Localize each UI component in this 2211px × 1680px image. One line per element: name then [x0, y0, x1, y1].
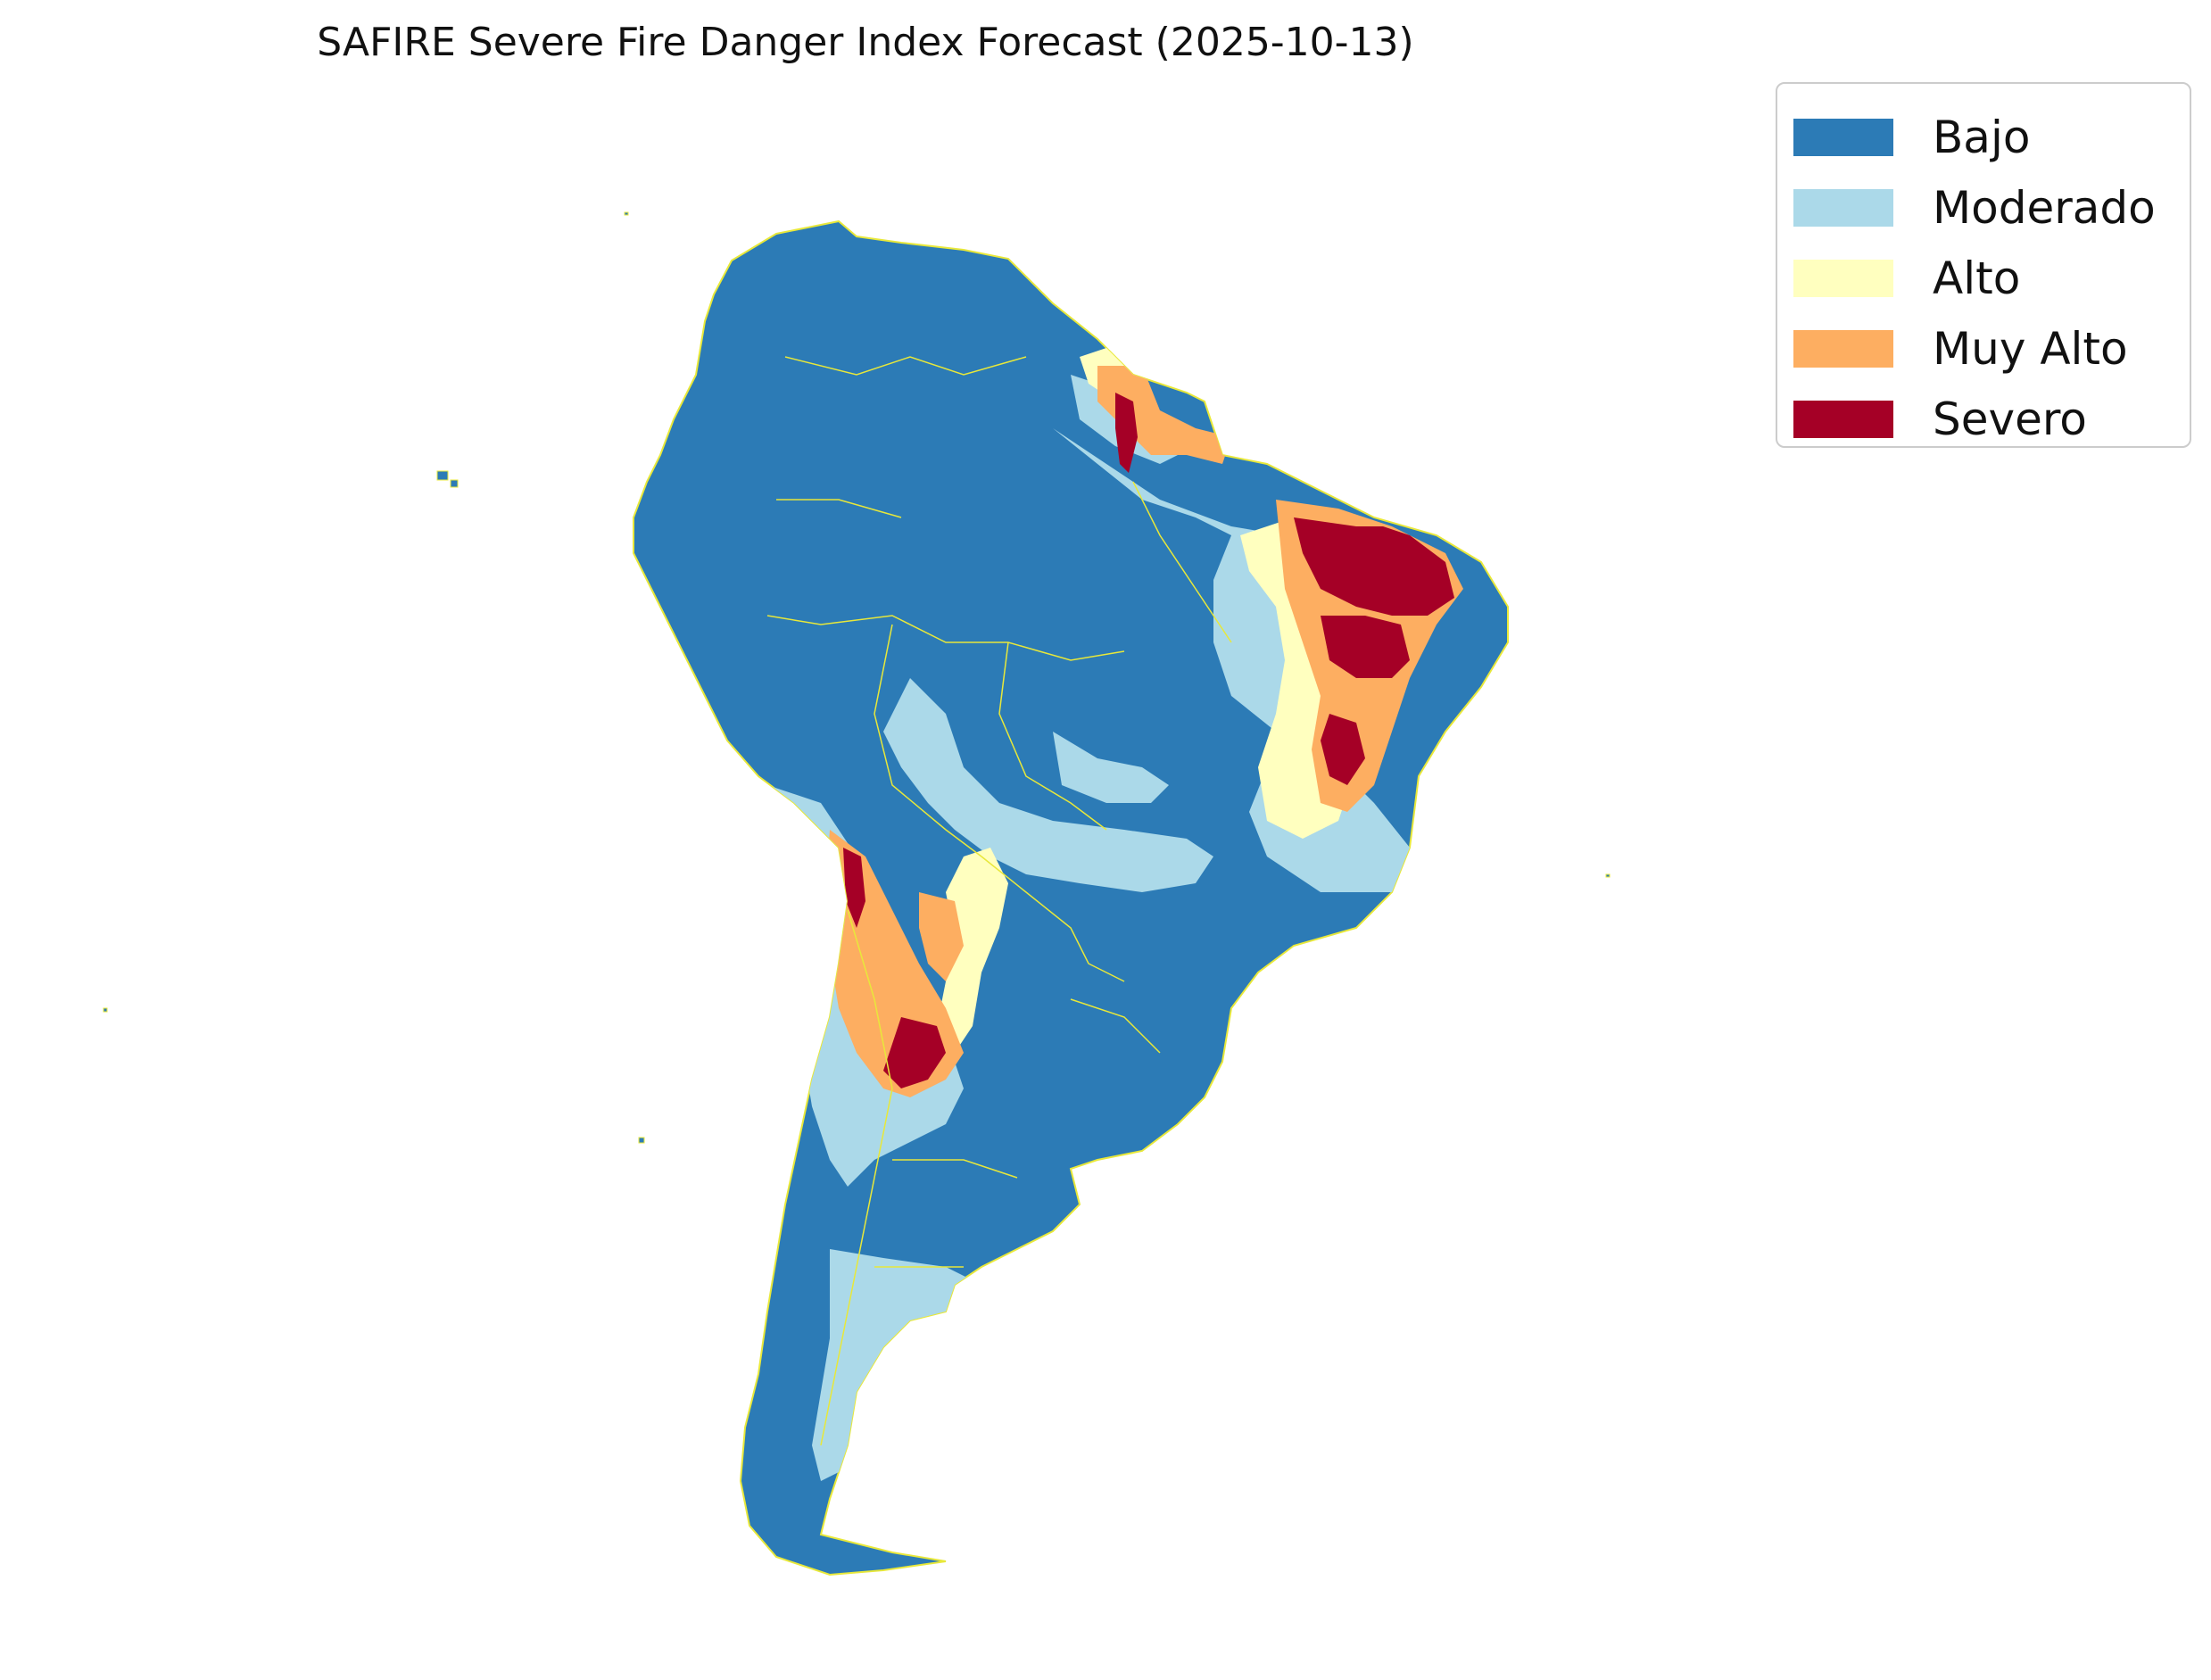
- legend-item-moderado: Moderado: [1777, 172, 2190, 243]
- legend-swatch-severo: [1793, 400, 1893, 438]
- legend-swatch-bajo: [1793, 118, 1893, 156]
- legend-label-moderado: Moderado: [1933, 181, 2156, 234]
- zone-severo-bahia: [1321, 714, 1365, 785]
- legend-label-severo: Severo: [1933, 393, 2087, 445]
- legend-label-bajo: Bajo: [1933, 111, 2031, 163]
- legend-swatch-moderado: [1793, 188, 1893, 227]
- legend-item-alto: Alto: [1777, 243, 2190, 313]
- legend-label-muy-alto: Muy Alto: [1933, 322, 2128, 375]
- legend-item-severo: Severo: [1777, 384, 2190, 454]
- legend-swatch-alto: [1793, 259, 1893, 297]
- zone-muyalto-guiana: [1097, 366, 1231, 464]
- zone-moderado-bolivia: [1053, 732, 1169, 803]
- zone-severo-andes-south: [883, 1017, 946, 1088]
- map-title: SAFIRE Severe Fire Danger Index Forecast…: [317, 20, 1414, 65]
- country-borders: [766, 356, 1232, 1446]
- legend-item-muy-alto: Muy Alto: [1777, 313, 2190, 384]
- legend-swatch-muy-alto: [1793, 329, 1893, 368]
- legend-label-alto: Alto: [1933, 252, 2021, 304]
- legend-item-bajo: Bajo: [1777, 102, 2190, 172]
- zone-severo-ceara: [1294, 517, 1454, 616]
- zone-moderado-central-band: [883, 678, 1213, 892]
- zone-severo-guiana: [1115, 393, 1138, 473]
- zone-severo-piaui: [1321, 616, 1410, 678]
- zone-alto-central: [937, 848, 1008, 1053]
- land-mass: [633, 219, 1509, 1577]
- zone-muyalto-argentina-west: [919, 892, 964, 981]
- zone-severo-andes-north: [843, 848, 865, 928]
- legend: Bajo Moderado Alto Muy Alto Severo: [1776, 82, 2191, 448]
- islands: [103, 211, 1611, 1144]
